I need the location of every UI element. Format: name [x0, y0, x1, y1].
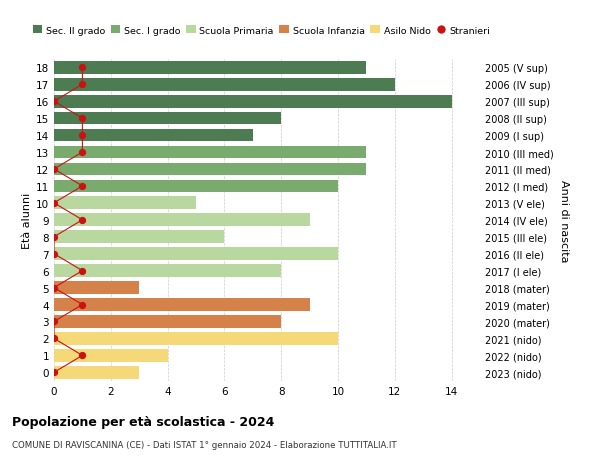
Point [77, 352, 87, 359]
Point [77, 132, 87, 140]
Bar [54, 197, 196, 210]
Text: COMUNE DI RAVISCANINA (CE) - Dati ISTAT 1° gennaio 2024 - Elaborazione TUTTITALI: COMUNE DI RAVISCANINA (CE) - Dati ISTAT … [12, 440, 397, 449]
Point [49, 234, 59, 241]
Point [77, 115, 87, 123]
Bar [54, 366, 139, 379]
Y-axis label: Età alunni: Età alunni [22, 192, 32, 248]
Bar [54, 78, 395, 91]
Bar [54, 112, 281, 125]
Bar [54, 214, 310, 227]
Y-axis label: Anni di nascita: Anni di nascita [559, 179, 569, 262]
Bar [54, 146, 367, 159]
Point [49, 318, 59, 325]
Point [77, 64, 87, 72]
Bar [54, 349, 167, 362]
Point [49, 284, 59, 291]
Bar [54, 62, 367, 74]
Point [49, 369, 59, 376]
Bar [54, 129, 253, 142]
Bar [54, 231, 224, 244]
Bar [54, 332, 338, 345]
Bar [54, 95, 452, 108]
Bar [54, 282, 139, 294]
Text: Popolazione per età scolastica - 2024: Popolazione per età scolastica - 2024 [12, 415, 274, 428]
Bar [54, 163, 367, 176]
Point [49, 335, 59, 342]
Point [77, 301, 87, 308]
Bar [54, 315, 281, 328]
Point [77, 217, 87, 224]
Bar [54, 265, 281, 277]
Bar [54, 248, 338, 260]
Point [77, 183, 87, 190]
Point [77, 149, 87, 157]
Point [77, 81, 87, 89]
Point [49, 166, 59, 173]
Point [49, 98, 59, 106]
Point [49, 251, 59, 258]
Point [77, 268, 87, 275]
Bar [54, 298, 310, 311]
Point [49, 200, 59, 207]
Bar [54, 180, 338, 193]
Legend: Sec. II grado, Sec. I grado, Scuola Primaria, Scuola Infanzia, Asilo Nido, Stran: Sec. II grado, Sec. I grado, Scuola Prim… [29, 22, 494, 39]
